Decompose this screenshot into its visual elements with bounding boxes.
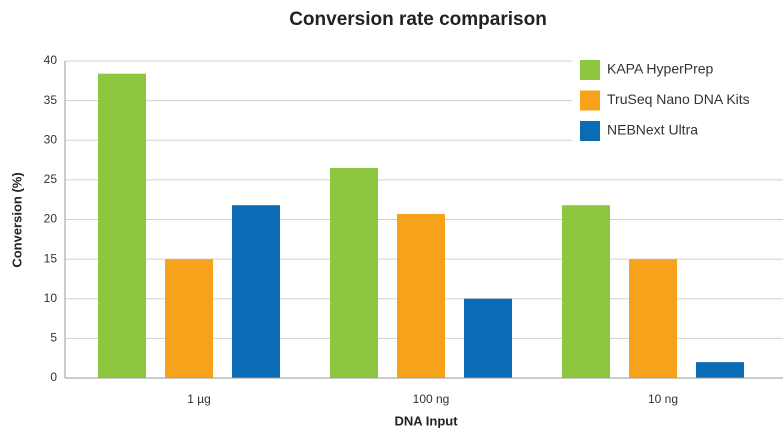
y-tick-label: 15: [44, 251, 58, 265]
x-tick-label: 100 ng: [413, 392, 450, 406]
y-tick-label: 25: [44, 172, 58, 186]
y-tick-label: 35: [44, 93, 58, 107]
legend-label: NEBNext Ultra: [607, 122, 698, 138]
legend-label: TruSeq Nano DNA Kits: [607, 91, 750, 107]
x-tick-label: 1 µg: [187, 392, 211, 406]
bar: [629, 259, 677, 378]
chart-title: Conversion rate comparison: [289, 9, 547, 30]
legend-swatch: [580, 90, 600, 111]
y-tick-label: 30: [44, 132, 58, 146]
bar: [330, 167, 378, 378]
x-axis-title: DNA Input: [394, 413, 458, 428]
y-tick-label: 10: [44, 291, 58, 305]
legend-swatch: [580, 121, 600, 141]
y-tick-label: 40: [44, 53, 58, 67]
y-tick-label: 0: [50, 370, 57, 384]
x-tick-label: 10 ng: [648, 392, 678, 406]
bar: [165, 259, 213, 378]
y-tick-label: 20: [44, 212, 58, 226]
bar: [464, 298, 512, 378]
legend-swatch: [580, 60, 600, 80]
legend-label: KAPA HyperPrep: [607, 61, 714, 77]
y-axis-title: Conversion (%): [9, 172, 24, 267]
bar: [696, 362, 744, 378]
bar: [562, 205, 610, 378]
bar: [98, 73, 146, 379]
bar: [397, 213, 445, 378]
legend-box: [572, 52, 783, 148]
y-tick-label: 5: [50, 331, 57, 345]
bar: [232, 205, 280, 378]
